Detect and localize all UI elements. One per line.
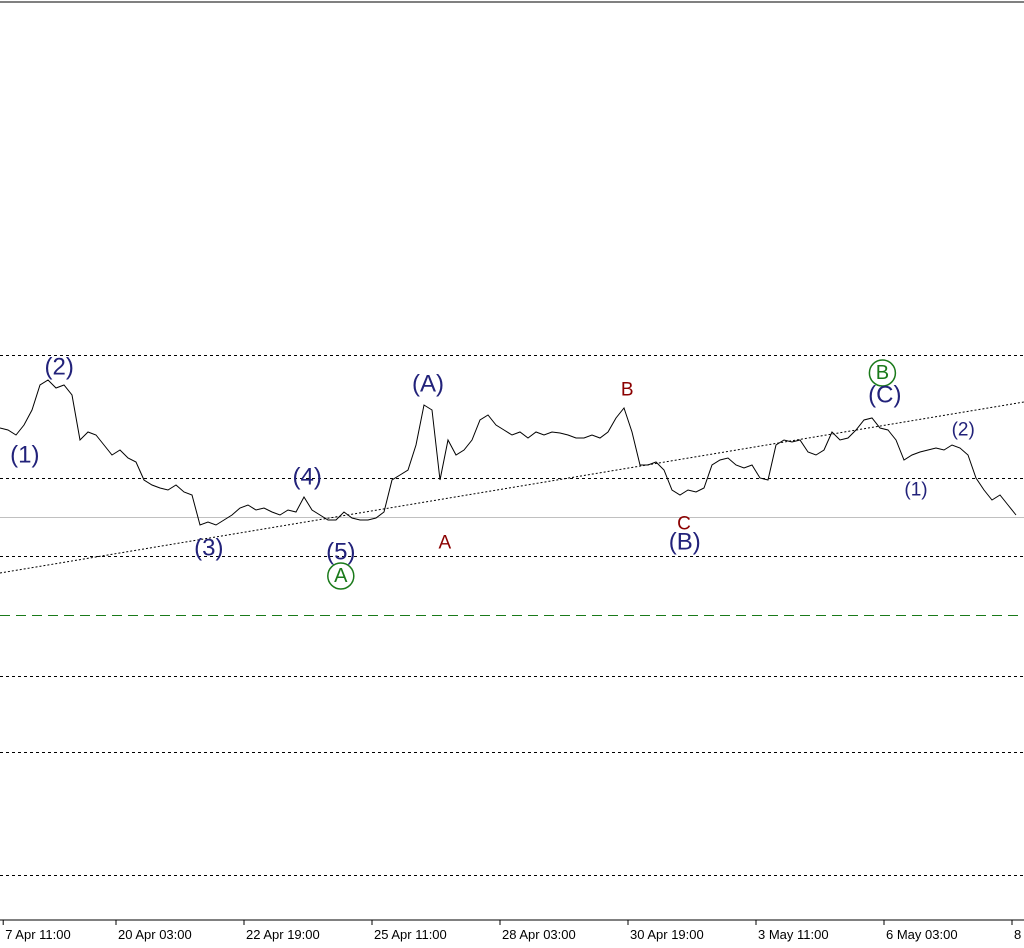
x-tick-label: 20 Apr 03:00 bbox=[118, 927, 192, 942]
wave-label: (2) bbox=[952, 420, 975, 441]
x-tick-label: 30 Apr 19:00 bbox=[630, 927, 704, 942]
wave-label: (3) bbox=[194, 535, 223, 562]
x-tick-label: 25 Apr 11:00 bbox=[374, 927, 447, 942]
wave-label: (B) bbox=[669, 529, 701, 556]
price-line bbox=[0, 379, 1017, 526]
wave-label: (4) bbox=[293, 464, 322, 491]
wave-label: (2) bbox=[45, 354, 74, 381]
x-tick-label: 8 bbox=[1014, 927, 1021, 942]
wave-label: (1) bbox=[10, 442, 39, 469]
wave-label: A bbox=[334, 565, 348, 587]
x-tick-label: 7 Apr 11:00 bbox=[5, 927, 71, 942]
wave-circle bbox=[327, 562, 355, 590]
trend-line bbox=[0, 401, 1024, 574]
wave-label: (1) bbox=[904, 480, 927, 501]
wave-label: C bbox=[677, 514, 691, 535]
wave-circle bbox=[868, 359, 897, 387]
wave-label: B bbox=[876, 362, 889, 384]
x-tick-label: 6 May 03:00 bbox=[886, 927, 958, 942]
wave-label: (5) bbox=[326, 539, 355, 566]
wave-label: B bbox=[621, 380, 634, 401]
x-tick-label: 28 Apr 03:00 bbox=[502, 927, 576, 942]
wave-label: A bbox=[438, 533, 451, 554]
x-tick-label: 3 May 11:00 bbox=[758, 927, 829, 942]
x-tick-label: 22 Apr 19:00 bbox=[246, 927, 320, 942]
wave-label: (A) bbox=[412, 371, 444, 398]
wave-label: (C) bbox=[868, 382, 901, 409]
